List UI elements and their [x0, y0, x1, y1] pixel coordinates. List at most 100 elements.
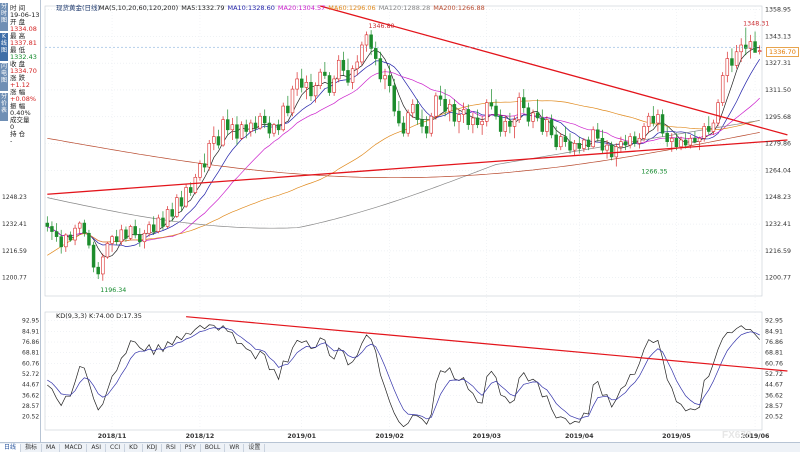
candle-body: [87, 232, 91, 246]
candle-body: [355, 61, 359, 70]
candle-body: [313, 85, 318, 97]
price-tick-label: 1248.23: [765, 194, 791, 201]
candle-body: [434, 95, 438, 117]
candle-body: [249, 122, 253, 132]
kd-tick-label-left: 20.52: [22, 414, 39, 421]
side-tab-time-sharing[interactable]: 分时图: [0, 3, 8, 31]
candle-body: [577, 143, 582, 149]
indicator-tab[interactable]: 指标: [21, 443, 43, 452]
kd-tick-label-left: 36.62: [22, 392, 39, 399]
indicator-tab[interactable]: 日线: [0, 443, 22, 452]
date-tick-label: 2019/04: [565, 433, 594, 440]
price-tick-label: 1279.86: [765, 141, 791, 148]
candle-body: [572, 143, 577, 151]
kd-k-line: [47, 324, 760, 428]
candle-body: [364, 34, 369, 46]
candle-body: [457, 114, 461, 122]
kd-tick-label-left: 84.91: [22, 328, 39, 335]
candle-body: [276, 124, 281, 131]
candle-body: [387, 75, 392, 87]
indicator-tab[interactable]: KDJ: [143, 443, 163, 452]
indicator-tab[interactable]: RSI: [162, 443, 181, 452]
kd-tick-label-left: 28.57: [22, 403, 39, 410]
candle-body: [438, 95, 443, 100]
side-tab-price-table[interactable]: 分价表: [0, 93, 8, 121]
info-label: 最 低: [10, 46, 26, 54]
candle-body: [420, 119, 424, 127]
ma-legend-item: MA10:1328.60: [227, 4, 274, 12]
candle-body: [744, 44, 748, 49]
candle-body: [309, 82, 313, 97]
candle-body: [147, 224, 151, 234]
candle-body: [295, 78, 299, 90]
kd-tick-label: 52.72: [765, 371, 783, 378]
price-extreme-label: 1346.80: [368, 23, 394, 30]
price-extreme-label: 1266.35: [641, 169, 667, 176]
kd-tick-label-left: 68.81: [22, 350, 39, 357]
trend-lines: [47, 5, 788, 195]
candle-body: [207, 143, 211, 168]
candle-body: [175, 197, 179, 217]
candle-body: [124, 229, 128, 239]
indicator-tab[interactable]: PSY: [181, 443, 201, 452]
candle-body: [101, 256, 105, 275]
candle-body: [179, 197, 184, 207]
candle-body: [448, 104, 452, 112]
kd-tick-label-left: 60.76: [22, 360, 39, 367]
kd-tick-label-left: 52.72: [22, 371, 39, 378]
date-tick-label: 2019/03: [472, 433, 501, 440]
info-label: 收 盘: [10, 60, 26, 68]
info-label: 振 幅: [10, 102, 26, 110]
candle-body: [239, 124, 244, 139]
candle-body: [540, 117, 545, 132]
candle-body: [392, 85, 396, 112]
candle-body: [646, 115, 651, 127]
axes: 1358.95 1343.13 1327.31 1311.50 1295.68 1279.…: [2, 6, 791, 440]
candle-body: [748, 41, 753, 49]
ma-legend-item: MA20:1304.57: [278, 4, 325, 12]
indicator-tab[interactable]: 设置: [244, 443, 266, 452]
ma-legend-item: MA60:1296.06: [328, 4, 375, 12]
side-tab-flash[interactable]: 闪电图: [0, 63, 8, 91]
date-tick-label: 2018/12: [186, 433, 215, 440]
indicator-tab[interactable]: CCI: [106, 443, 126, 452]
indicator-tab[interactable]: MACD: [60, 443, 88, 452]
indicator-tab[interactable]: BOLL: [201, 443, 226, 452]
candle-body: [170, 209, 174, 217]
candle-body: [522, 97, 526, 109]
candle-body: [378, 58, 383, 80]
candle-body: [337, 59, 341, 80]
indicator-tab[interactable]: WR: [225, 443, 245, 452]
indicator-tab[interactable]: ASI: [87, 443, 106, 452]
candle-body: [262, 115, 267, 124]
candle-body: [350, 68, 355, 83]
date-tick-label: 2019/06: [741, 433, 770, 440]
price-tick-label: 1327.31: [765, 60, 791, 67]
candle-body: [526, 107, 531, 122]
candle-body: [609, 144, 614, 158]
indicator-tab[interactable]: KD: [125, 443, 143, 452]
side-tab-kline[interactable]: K线图: [0, 33, 8, 61]
info-label: 涨 幅: [10, 88, 26, 96]
candle-body: [697, 137, 702, 142]
indicator-tab[interactable]: MA: [42, 443, 61, 452]
price-extreme-label: 1196.34: [100, 287, 126, 294]
candle-body: [720, 75, 725, 103]
candle-body: [54, 231, 59, 237]
price-tick-label: 1264.04: [765, 167, 791, 174]
candle-body: [498, 115, 503, 132]
candle-body: [193, 176, 198, 193]
candle-body: [591, 129, 595, 148]
info-value: 19-06-13: [10, 11, 40, 19]
candle-body: [374, 48, 378, 59]
candle-body: [267, 122, 272, 134]
candle-body: [318, 71, 322, 87]
candle-body: [596, 129, 600, 139]
price-tick-label-left: 1248.23: [2, 194, 27, 201]
candle-body: [119, 229, 124, 243]
candle-body: [45, 222, 50, 227]
info-label: 时 间: [10, 4, 26, 12]
candle-body: [383, 75, 387, 80]
price-plot-frame: [44, 5, 763, 297]
